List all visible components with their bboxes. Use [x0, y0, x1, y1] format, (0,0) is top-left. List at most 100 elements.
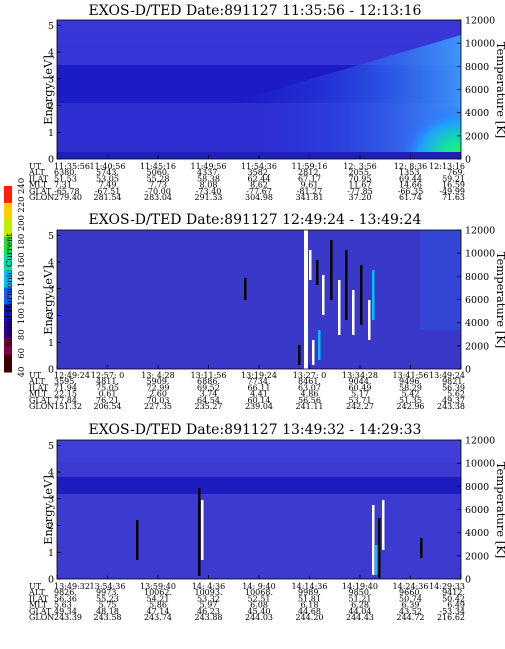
colorbar-label: Second Harmonic Current [5, 233, 15, 347]
orbit-value: 7.49 [99, 181, 117, 190]
orbit-value: 239.04 [245, 402, 273, 411]
orbit-row-label: MLT [29, 390, 48, 399]
orbit-value: 5.42 [402, 390, 420, 399]
colorbar-cell [4, 236, 12, 255]
orbit-value: 51.21 [349, 594, 372, 603]
orbit-value: 283.04 [144, 193, 172, 202]
energy-tick-label: 3 [48, 284, 54, 295]
orbit-value: 281.54 [94, 193, 122, 202]
orbit-row-label: ALT [28, 168, 45, 177]
emission-burst [378, 518, 381, 578]
orbit-value: 1353. [399, 168, 422, 177]
orbit-value: 2812. [298, 168, 321, 177]
orbit-value: 45.40 [248, 607, 271, 616]
orbit-value: 5909. [147, 377, 170, 386]
orbit-value: 70.03 [147, 396, 170, 405]
orbit-row-label: UT [29, 582, 42, 591]
panel-3-energy-axis: 0 1 2 3 4 5 [48, 441, 462, 586]
orbit-value: 14: 4:36 [192, 582, 225, 591]
orbit-value: 6.49 [447, 601, 465, 610]
orbit-value: 243.88 [195, 613, 223, 622]
emission-burst [352, 290, 355, 335]
colorbar-cells [4, 186, 12, 373]
emission-burst [338, 280, 341, 335]
orbit-value: -77.67 [246, 187, 272, 196]
orbit-value: 243.39 [54, 613, 82, 622]
temperature-tick-label: 4000 [465, 528, 489, 539]
orbit-value: 53.05 [96, 174, 119, 183]
orbit-value: 63.07 [298, 383, 321, 392]
orbit-row-label: ILAT [29, 594, 49, 603]
temperature-tick-label: 8000 [465, 482, 489, 493]
orbit-value: 53.71 [349, 396, 372, 405]
energy-tick-label: 2 [48, 311, 54, 322]
orbit-value: 244.03 [245, 613, 273, 622]
energy-tick-label: 3 [48, 494, 54, 505]
panel-1-thermal-enhancement [350, 60, 461, 159]
orbit-value: 13:11:56 [191, 371, 227, 380]
orbit-value: 291.33 [195, 193, 223, 202]
energy-tick-label: 0 [48, 575, 54, 586]
panel-3-density-band [57, 477, 461, 494]
emission-burst [372, 270, 375, 320]
colorbar-cell [4, 270, 12, 288]
colorbar-tick-label: 200 [17, 215, 27, 231]
panel-3-upper-layer [57, 440, 461, 462]
orbit-value: 12: 3:56 [343, 162, 376, 171]
emission-burst [298, 345, 301, 365]
emission-burst [322, 275, 325, 315]
orbit-value: 71.94 [54, 383, 77, 392]
panel-2-ylabel: Energy [eV] [41, 265, 55, 335]
orbit-value: 243.38 [437, 402, 465, 411]
orbit-row-label: MLT [29, 181, 48, 190]
orbit-value: 341.81 [296, 193, 324, 202]
orbit-row-label: GLAT [29, 396, 52, 405]
orbit-value: 13: 4:28 [141, 371, 174, 380]
panel-3-emission-bursts [136, 488, 423, 578]
orbit-value: 12:13:16 [429, 162, 465, 171]
panel-3-frame [56, 439, 462, 580]
panel-1-title: EXOS-D/TED Date:891127 11:35:56 - 12:13:… [89, 3, 422, 19]
orbit-value: 51.53 [54, 174, 77, 183]
temperature-tick-label: 0 [465, 155, 471, 166]
orbit-value: 61.74 [399, 193, 422, 202]
energy-tick-label: 2 [48, 521, 54, 532]
colorbar-cell [4, 304, 12, 322]
orbit-value: 71.63 [442, 193, 465, 202]
orbit-value: 9850. [349, 588, 372, 597]
orbit-value: 66.11 [248, 383, 271, 392]
panel-3-plasma-background [57, 440, 461, 579]
orbit-row-label: GLON [29, 193, 54, 202]
panel-2-orbit-table: UT 12:49:24 12:57: 0 13: 4:28 13:11:56 13:19:… [28, 371, 465, 411]
energy-tick-label: 4 [48, 48, 54, 59]
orbit-value: 9660. [399, 588, 422, 597]
orbit-value: 58.38 [197, 174, 220, 183]
orbit-value: 69.44 [399, 174, 422, 183]
orbit-value: 4337. [197, 168, 220, 177]
orbit-value: 11.67 [349, 181, 372, 190]
orbit-row-label: ILAT [29, 174, 49, 183]
temperature-tick-label: 10000 [465, 249, 495, 260]
orbit-value: 6886. [197, 377, 220, 386]
energy-tick-label: 2 [48, 101, 54, 112]
orbit-value: 56.36 [54, 594, 77, 603]
orbit-value: 7.73 [149, 181, 167, 190]
orbit-value: 14:14:36 [292, 582, 328, 591]
orbit-value: 49.34 [54, 607, 77, 616]
panel-2-temperature-axis: 0 2000 4000 6000 8000 10000 12000 [457, 226, 495, 376]
panel-1-frame [56, 19, 462, 160]
orbit-value: 151.32 [54, 402, 82, 411]
orbit-value: 8.62 [250, 181, 268, 190]
orbit-value: 8461. [298, 377, 321, 386]
colorbar-cell [4, 219, 12, 238]
panel-3-ylabel: Energy [eV] [41, 475, 55, 545]
orbit-value: -49.99 [439, 187, 465, 196]
colorbar-cell [4, 253, 12, 272]
orbit-value: 13:59:40 [140, 582, 176, 591]
orbit-value: 9973. [96, 588, 119, 597]
panel-2-heatmap [57, 230, 461, 369]
orbit-value: 67.17 [298, 174, 321, 183]
temperature-tick-label: 2000 [465, 551, 489, 562]
orbit-value: -65.78 [54, 187, 80, 196]
orbit-value: 10068. [245, 588, 273, 597]
